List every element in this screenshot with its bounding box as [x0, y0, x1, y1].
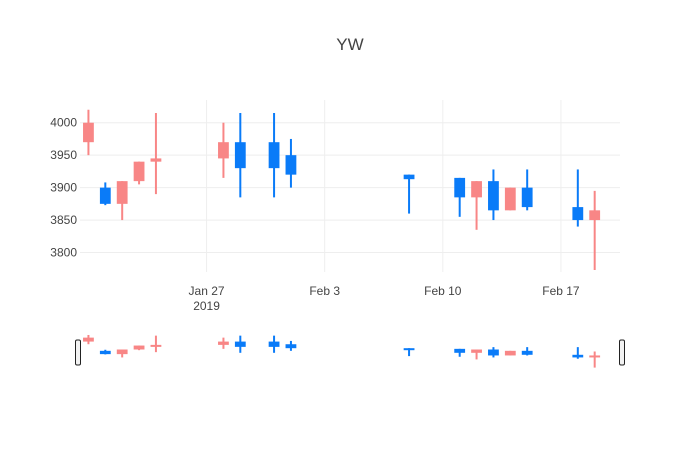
candle-body: [521, 187, 533, 208]
grid-layer: [80, 100, 620, 272]
slider-candle-body: [218, 341, 229, 345]
x-tick-year-label: 2019: [193, 299, 220, 313]
slider-candle[interactable]: [285, 340, 297, 351]
slider-candle-body: [504, 350, 516, 356]
slider-candle-body: [454, 348, 466, 353]
candle-body: [504, 187, 516, 211]
candle-body: [285, 155, 297, 175]
slider-candle[interactable]: [99, 349, 111, 355]
slider-candle-body: [285, 344, 297, 349]
candle[interactable]: [504, 187, 516, 211]
candle-body: [471, 181, 482, 198]
chart-title: YW: [336, 35, 363, 54]
slider-candle[interactable]: [234, 335, 246, 353]
candle[interactable]: [572, 169, 584, 227]
y-tick-label: 3800: [50, 246, 77, 260]
slider-candle-body: [133, 345, 145, 350]
range-slider-right-handle[interactable]: [619, 339, 625, 366]
candle-body: [488, 181, 499, 211]
candle-body: [83, 122, 94, 143]
slider-candle[interactable]: [133, 345, 145, 351]
candle-body: [99, 187, 111, 204]
slider-candle-body: [234, 341, 246, 347]
slider-candle[interactable]: [521, 347, 533, 356]
candle[interactable]: [488, 169, 499, 221]
candle-body: [572, 207, 584, 221]
x-tick-label: Feb 10: [424, 284, 462, 298]
slider-candle[interactable]: [403, 348, 415, 357]
candle[interactable]: [589, 190, 601, 271]
slider-candle-body: [99, 350, 111, 355]
candle[interactable]: [150, 112, 162, 195]
x-tick-label: Feb 3: [309, 284, 340, 298]
candle-body: [133, 161, 145, 182]
y-axis: 3800 3850 3900 3950 4000: [50, 116, 77, 260]
candle-body: [454, 177, 466, 198]
slider-candle[interactable]: [504, 350, 516, 356]
slider-candle[interactable]: [572, 347, 584, 359]
slider-candle-body: [521, 350, 533, 355]
plot-area[interactable]: [83, 109, 601, 271]
slider-candle-body: [488, 349, 499, 356]
x-tick-label: Feb 17: [542, 284, 580, 298]
slider-candle-body: [572, 354, 584, 358]
candle[interactable]: [285, 138, 297, 188]
slider-candle-body: [83, 337, 94, 342]
candle[interactable]: [83, 109, 94, 156]
candle[interactable]: [403, 174, 415, 214]
slider-candle[interactable]: [150, 335, 162, 353]
candle[interactable]: [218, 122, 229, 178]
range-slider-left-handle[interactable]: [75, 339, 81, 366]
candle[interactable]: [471, 181, 482, 230]
slider-candle-body: [403, 348, 415, 351]
candle[interactable]: [268, 112, 280, 198]
slider-candle[interactable]: [454, 348, 466, 357]
candle-body: [150, 158, 162, 162]
slider-candle-body: [116, 349, 128, 355]
candle-body: [589, 210, 601, 221]
range-slider[interactable]: [75, 334, 625, 368]
y-tick-label: 3950: [50, 148, 77, 162]
candle[interactable]: [116, 181, 128, 221]
slider-candle[interactable]: [83, 334, 94, 345]
slider-candle[interactable]: [589, 351, 601, 368]
y-tick-label: 4000: [50, 116, 77, 130]
slider-candle-body: [471, 349, 482, 353]
candle-body: [234, 142, 246, 169]
x-tick-label: Jan 27: [189, 284, 225, 298]
slider-candle[interactable]: [471, 349, 482, 360]
y-tick-label: 3850: [50, 213, 77, 227]
slider-candle[interactable]: [268, 335, 280, 353]
candle[interactable]: [99, 182, 111, 206]
candle-body: [218, 142, 229, 159]
candle[interactable]: [234, 112, 246, 198]
candle[interactable]: [454, 177, 466, 217]
candle-body: [116, 181, 128, 204]
candle-body: [403, 174, 415, 180]
y-tick-label: 3900: [50, 181, 77, 195]
slider-candle-body: [150, 344, 162, 347]
slider-candle[interactable]: [116, 349, 128, 358]
candle[interactable]: [133, 161, 145, 185]
slider-candle[interactable]: [218, 337, 229, 349]
slider-candle[interactable]: [488, 347, 499, 358]
candle-body: [268, 142, 280, 169]
slider-candle-body: [268, 341, 280, 347]
candle[interactable]: [521, 169, 533, 211]
slider-candle-body: [589, 355, 601, 358]
